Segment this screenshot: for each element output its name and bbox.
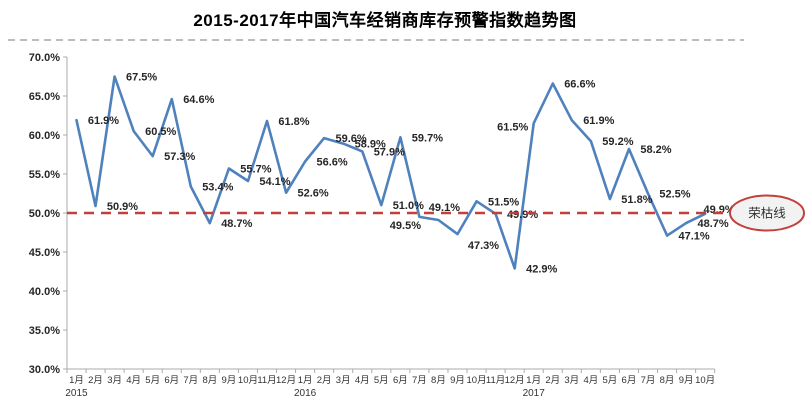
x-axis-month-label: 11月 — [486, 375, 505, 386]
x-axis-month-label: 10月 — [695, 375, 715, 386]
chart-title: 2015-2017年中国汽车经销商库存预警指数趋势图 — [193, 11, 577, 30]
data-label: 47.1% — [678, 231, 709, 243]
data-labels: 61.9% 50.9% 67.5% 60.5% 57.3% 64.6% 53.4% 48.7%… — [88, 72, 735, 276]
x-axis-month-label: 12月 — [505, 375, 525, 386]
x-axis-month-label: 11月 — [257, 375, 276, 386]
data-label: 51.8% — [621, 194, 652, 206]
data-label: 59.6% — [335, 133, 366, 145]
data-label: 49.9% — [703, 204, 734, 216]
x-axis-month-label: 3月 — [336, 375, 351, 386]
x-axis-month-label: 4月 — [355, 375, 370, 386]
x-axis-month-label: 6月 — [164, 375, 179, 386]
x-axis-month-label: 2月 — [545, 375, 560, 386]
y-axis-tick-label: 50.0% — [29, 208, 60, 220]
data-label: 54.1% — [259, 176, 290, 188]
y-axis-tick-label: 55.0% — [29, 169, 60, 181]
data-label: 49.1% — [429, 202, 460, 214]
y-axis-tick-label: 65.0% — [29, 91, 60, 103]
x-axis-month-label: 2月 — [88, 375, 103, 386]
y-axis-tick-label: 40.0% — [29, 286, 60, 298]
data-label: 64.6% — [183, 94, 214, 106]
threshold-badge: 荣枯线 — [729, 194, 805, 232]
x-axis-month-label: 2月 — [317, 375, 332, 386]
y-axis-tick-label: 45.0% — [29, 247, 60, 259]
x-axis-year-label: 2016 — [294, 388, 317, 399]
data-label: 61.9% — [583, 115, 614, 127]
data-label: 61.9% — [88, 115, 119, 127]
x-axis-year-label: 2015 — [65, 388, 88, 399]
data-label: 49.5% — [390, 220, 421, 232]
data-label: 48.7% — [697, 218, 728, 230]
x-axis-month-label: 12月 — [276, 375, 296, 386]
data-label: 50.9% — [107, 201, 138, 213]
threshold-badge-label: 荣枯线 — [748, 206, 786, 221]
data-label: 67.5% — [126, 72, 157, 84]
x-axis-month-label: 1月 — [298, 375, 313, 386]
x-axis-month-label: 5月 — [603, 375, 618, 386]
threshold-badge-ellipse — [729, 194, 805, 232]
y-axis-tick-label: 60.0% — [29, 130, 60, 142]
data-label: 57.9% — [374, 146, 405, 158]
data-label: 51.5% — [488, 196, 519, 208]
x-axis-month-label: 3月 — [564, 375, 579, 386]
x-axis-month-label: 8月 — [431, 375, 446, 386]
x-axis-month-label: 1月 — [526, 375, 541, 386]
data-label: 52.5% — [659, 189, 690, 201]
data-label: 52.6% — [297, 188, 328, 200]
y-axis-tick-label: 35.0% — [29, 325, 60, 337]
x-axis-month-label: 3月 — [107, 375, 122, 386]
data-label: 61.5% — [497, 121, 528, 133]
data-label: 61.8% — [278, 116, 309, 128]
series-line — [75, 75, 707, 270]
x-axis-month-label: 9月 — [679, 375, 694, 386]
y-axis: 70.0% 65.0% 60.0% 55.0% 50.0% 45.0% 40.0% 35.0%… — [29, 52, 68, 376]
data-label: 48.7% — [221, 218, 252, 230]
x-axis-month-label: 5月 — [374, 375, 389, 386]
data-label: 57.3% — [164, 151, 195, 163]
x-axis-month-label: 6月 — [393, 375, 408, 386]
y-axis-tick-label: 30.0% — [29, 364, 60, 376]
x-axis-month-label: 5月 — [145, 375, 160, 386]
x-axis: 1月 2月 3月 4月 5月 6月 7月 8月 9月 10月 11月 12月 1月 2月 3月 4月 5月 6月 7… — [65, 368, 715, 399]
x-axis-month-label: 1月 — [69, 375, 84, 386]
x-axis-month-label: 6月 — [622, 375, 637, 386]
y-axis-tick-label: 70.0% — [29, 52, 60, 64]
data-label: 66.6% — [564, 79, 595, 91]
data-label: 60.5% — [145, 126, 176, 138]
data-label: 55.7% — [240, 164, 271, 176]
data-label: 53.4% — [202, 182, 233, 194]
x-axis-month-label: 8月 — [202, 375, 217, 386]
x-axis-month-label: 7月 — [412, 375, 427, 386]
x-axis-year-label: 2017 — [523, 388, 546, 399]
x-axis-month-label: 9月 — [222, 375, 237, 386]
data-label: 59.7% — [412, 132, 443, 144]
x-axis-month-label: 7月 — [641, 375, 656, 386]
data-label: 59.2% — [602, 136, 633, 148]
x-axis-month-label: 7月 — [183, 375, 198, 386]
data-label: 42.9% — [526, 263, 557, 275]
data-label: 51.0% — [393, 200, 424, 212]
x-axis-month-label: 10月 — [467, 375, 487, 386]
data-label: 56.6% — [316, 157, 347, 169]
x-axis-month-label: 9月 — [450, 375, 465, 386]
data-label: 58.2% — [640, 144, 671, 156]
data-label: 47.3% — [468, 240, 499, 252]
data-label: 49.9% — [507, 209, 538, 221]
x-axis-month-label: 4月 — [583, 375, 598, 386]
x-axis-month-label: 4月 — [126, 375, 141, 386]
x-axis-month-label: 10月 — [238, 375, 258, 386]
data-label: 58.9% — [355, 139, 386, 151]
x-axis-month-label: 8月 — [660, 375, 675, 386]
